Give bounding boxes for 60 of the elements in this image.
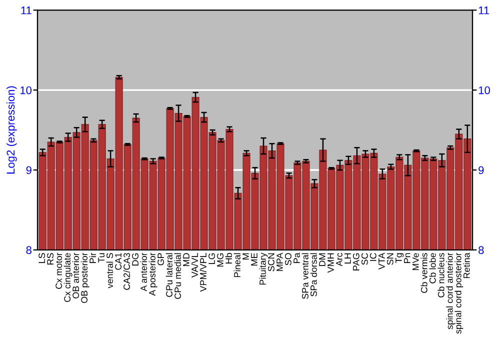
x-tick-label: Cb vermis: [420, 253, 428, 293]
x-tick-label: SC: [361, 253, 368, 265]
x-tick-label: Cx motor: [56, 252, 62, 289]
x-tick-label: OB posterior: [80, 252, 90, 303]
x-tick-label: SPa dorsal: [310, 253, 317, 296]
y-tick-label: 9: [26, 166, 32, 174]
x-tick-label: ME: [251, 253, 258, 266]
x-tick-label: spinal cord anterior: [446, 252, 455, 330]
x-tick-label: MPA: [276, 252, 283, 271]
x-tick-label: Hb: [225, 253, 232, 264]
y-tick-label: 10: [20, 86, 32, 94]
x-tick-label: Pir: [89, 252, 96, 263]
y2-tick-label: 10: [478, 86, 490, 94]
x-tick-label: M: [242, 253, 249, 260]
x-tick-label: Retina: [463, 252, 470, 278]
x-tick-label: CA2/CA3: [123, 253, 130, 290]
x-tick-label: PAG: [352, 253, 360, 270]
x-tick-label: GP: [158, 253, 164, 266]
x-tick-label: DG: [132, 253, 138, 266]
x-tick-label: Cb lobe: [429, 253, 436, 284]
x-tick-label: Pineal: [234, 253, 240, 278]
x-tick-label: LH: [344, 253, 351, 264]
x-tick-label: LS: [38, 253, 46, 263]
x-tick-label: VMH: [328, 253, 334, 273]
x-tick-label: A anterior: [140, 252, 147, 292]
x-tick-label: Tg: [396, 253, 404, 264]
x-tick-label: CA1: [115, 253, 122, 270]
x-tick-label: SPa ventral: [302, 253, 308, 299]
x-tick-label: VA/VL: [191, 252, 198, 278]
x-tick-label: SN: [386, 253, 394, 265]
x-tick-label: OB anterior: [72, 252, 80, 298]
x-tick-label: VTA: [378, 252, 385, 270]
x-tick-label: Pa: [294, 252, 300, 263]
x-tick-label: Arc: [336, 252, 342, 266]
x-tick-label: IC: [370, 253, 376, 261]
x-tick-label: CPu lateral: [166, 253, 172, 297]
x-tick-label: Tu: [98, 253, 104, 263]
x-tick-label: Pituitary: [259, 252, 268, 285]
y-tick-label: 11: [21, 6, 32, 14]
y-tick-label: 8: [26, 246, 32, 254]
x-tick-label: CPu medial: [174, 253, 181, 299]
x-tick-label: ventral S: [106, 253, 113, 288]
x-tick-label: Cb nucleus: [438, 253, 444, 298]
x-tick-label: SO: [285, 253, 292, 266]
x-tick-label: MVe: [412, 253, 419, 270]
x-tick-label: SCN: [268, 253, 274, 272]
x-tick-label: MD: [183, 253, 190, 266]
y2-tick-label: 9: [478, 166, 484, 174]
y2-tick-label: 11: [478, 6, 490, 14]
x-tick-label: Pn: [404, 253, 410, 263]
y2-tick-label: 8: [478, 246, 484, 254]
x-tick-label: spinal cord posterior: [454, 252, 464, 334]
y-axis-title: Log2 (expression): [6, 86, 17, 174]
x-tick-label: LG: [208, 253, 215, 264]
x-tick-label: RS: [47, 253, 54, 264]
x-tick-label: A posterior: [148, 252, 158, 296]
x-tick-label: DM: [319, 253, 326, 266]
x-tick-label: VPM/VPL: [200, 252, 206, 292]
x-tick-label: Cx cingulate: [64, 253, 72, 302]
x-tick-label: MG: [217, 253, 224, 266]
